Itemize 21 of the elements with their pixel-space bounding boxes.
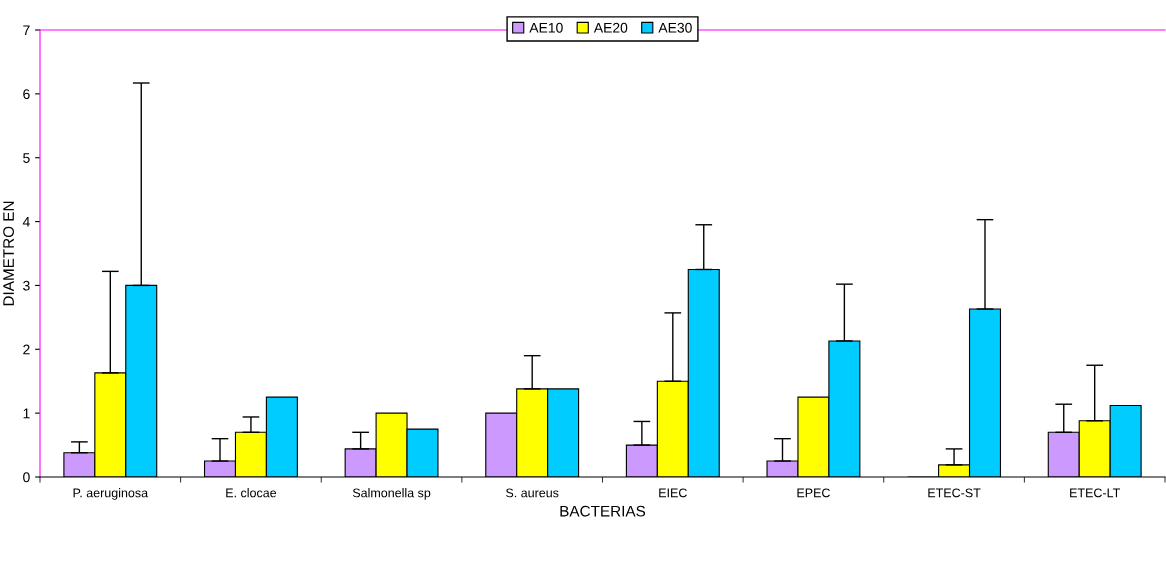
x-tick-label: EIEC (659, 488, 687, 498)
y-tick-label: 4 (22, 217, 30, 227)
x-axis-title: BACTERIAS (560, 505, 646, 517)
y-axis-title: DIAMETRO EN (3, 201, 14, 306)
x-tick-label: S. aureus (506, 488, 559, 498)
x-tick-label: ETEC-LT (1070, 488, 1120, 498)
x-tick-label: EPEC (797, 488, 830, 498)
y-tick-label: 0 (23, 472, 30, 483)
y-tick-label: 7 (23, 25, 30, 36)
legend-label: AE20 (593, 22, 628, 33)
x-tick-label: E. clocae (226, 488, 277, 498)
y-tick-label: 3 (23, 280, 30, 291)
legend-label: AE30 (658, 22, 692, 33)
y-tick-label: 5 (23, 153, 30, 163)
x-tick-label: Salmonella sp (352, 488, 431, 500)
legend-label: AE10 (529, 22, 563, 33)
x-tick-label: P. aeruginosa (73, 488, 149, 500)
x-tick-label: ETEC-ST (928, 488, 981, 498)
y-tick-label: 1 (23, 408, 30, 419)
y-tick-label: 2 (23, 344, 30, 355)
y-tick-label: 6 (23, 89, 30, 100)
